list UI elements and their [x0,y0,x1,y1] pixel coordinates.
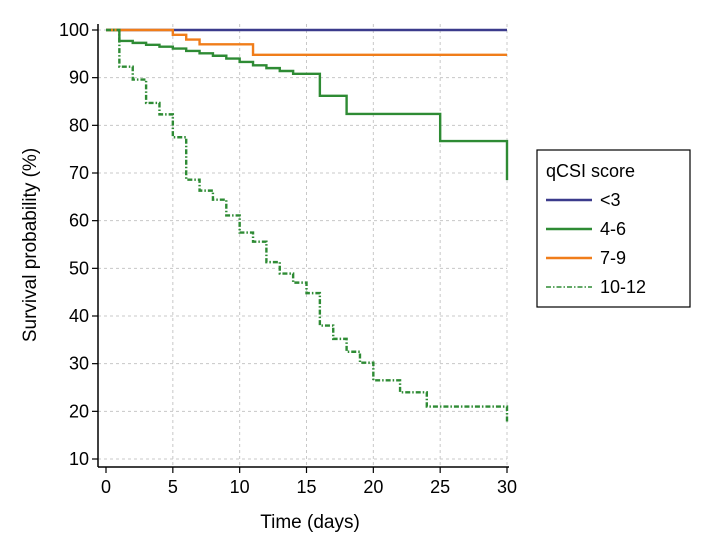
y-tick-label-100: 100 [59,20,89,40]
x-tick-label-0: 0 [101,477,111,497]
x-tick-label-25: 25 [430,477,450,497]
series-line-4 [106,28,509,424]
series-line-3 [106,28,507,56]
x-tick-label-10: 10 [230,477,250,497]
y-axis-title: Survival probability (%) [20,148,41,342]
y-tick-label-90: 90 [69,68,89,88]
y-tick-label-80: 80 [69,115,89,135]
x-tick-label-15: 15 [296,477,316,497]
legend-items: <3 4-6 7-9 10-12 [546,190,646,297]
y-tick-label-20: 20 [69,401,89,421]
series-group [106,28,509,424]
legend-label-3: 7-9 [600,248,626,268]
tick-labels: 10 20 30 40 50 60 70 80 90 100 0 5 10 15 20 25 30 [59,20,517,497]
x-tick-label-30: 30 [497,477,517,497]
x-tick-label-20: 20 [363,477,383,497]
legend-title: qCSI score [546,161,635,181]
x-axis-title: Time (days) [260,512,360,533]
series-line-2 [106,28,509,181]
gridlines [98,24,508,467]
y-tick-label-60: 60 [69,211,89,231]
legend-label-2: 4-6 [600,219,626,239]
y-tick-label-10: 10 [69,449,89,469]
y-tick-label-30: 30 [69,354,89,374]
y-tick-label-50: 50 [69,258,89,278]
legend: qCSI score <3 4-6 7-9 10-12 [536,149,691,308]
legend-label-1: <3 [600,190,621,210]
x-tick-label-5: 5 [168,477,178,497]
y-tick-label-70: 70 [69,163,89,183]
legend-label-4: 10-12 [600,277,646,297]
axes [92,24,509,473]
y-tick-label-40: 40 [69,306,89,326]
